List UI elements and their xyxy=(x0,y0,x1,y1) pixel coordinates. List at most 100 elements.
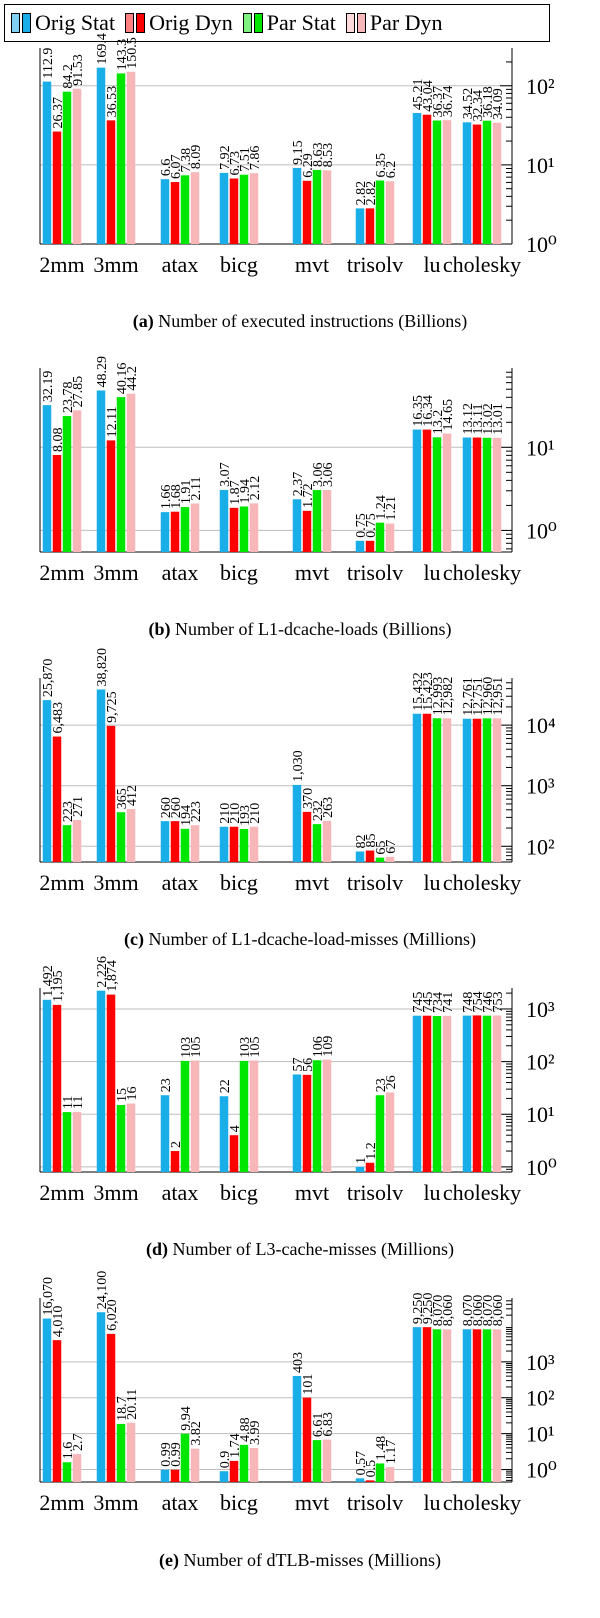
bar xyxy=(170,182,180,244)
bar xyxy=(42,405,52,552)
bar xyxy=(239,1060,249,1172)
bar-value-label: 12,951 xyxy=(491,677,506,716)
bar xyxy=(52,1004,62,1172)
bar-value-label: 101 xyxy=(301,1374,316,1395)
bar-value-label: 8,060 xyxy=(441,1295,456,1327)
bar-value-label: 18.7 xyxy=(115,1396,130,1421)
bar xyxy=(126,393,136,552)
bar-value-label: 7.92 xyxy=(218,145,233,170)
bar xyxy=(190,172,200,244)
bar-value-label: 36.74 xyxy=(441,86,456,118)
category-label: 2mm xyxy=(39,252,84,277)
bar xyxy=(116,812,126,862)
bar xyxy=(472,124,482,244)
bar xyxy=(170,1151,180,1172)
bar xyxy=(482,1015,492,1172)
bar xyxy=(302,811,312,862)
bar-value-label: 12.11 xyxy=(105,406,120,437)
bar-value-label: 15,432 xyxy=(411,672,426,711)
bar-value-label: 3.82 xyxy=(189,1421,204,1446)
bar-value-label: 11 xyxy=(71,1096,86,1109)
bar-value-label: 412 xyxy=(125,785,140,806)
category-label: bicg xyxy=(220,1180,258,1205)
bar xyxy=(170,511,180,552)
bar xyxy=(355,1166,365,1172)
bar xyxy=(492,122,502,244)
bar xyxy=(462,437,472,552)
bar-value-label: 67 xyxy=(384,840,399,854)
category-label: mvt xyxy=(295,1180,329,1205)
bar-value-label: 9,725 xyxy=(105,691,120,723)
y-tick-label: 10⁰ xyxy=(526,232,557,257)
bar-value-label: 1.91 xyxy=(179,480,194,505)
legend-swatch xyxy=(22,13,31,33)
bar xyxy=(482,437,492,552)
bar xyxy=(292,499,302,552)
bar-value-label: 2 xyxy=(169,1141,184,1148)
bar-value-label: 12,751 xyxy=(471,677,486,716)
bar xyxy=(365,1162,375,1172)
bar xyxy=(292,1074,302,1172)
bar-value-label: 8.63 xyxy=(311,142,326,167)
bar xyxy=(219,489,229,552)
bar-value-label: 1,492 xyxy=(41,965,56,997)
bar-value-label: 1.21 xyxy=(384,496,399,521)
bar xyxy=(492,437,502,552)
bar-value-label: 753 xyxy=(491,991,506,1012)
bar-value-label: 143.3 xyxy=(115,39,130,71)
bar xyxy=(292,1376,302,1482)
bar-value-label: 84.2 xyxy=(61,64,76,89)
category-label: 2mm xyxy=(39,870,84,895)
bar xyxy=(322,490,332,552)
bar xyxy=(312,1060,322,1172)
bar xyxy=(190,1448,200,1482)
bar-value-label: 11 xyxy=(61,1096,76,1109)
caption-text: Number of dTLB-misses (Millions) xyxy=(179,1550,441,1571)
bar xyxy=(472,1015,482,1172)
bar xyxy=(375,1095,385,1172)
legend-label: Par Stat xyxy=(266,10,336,35)
legend-swatch-light xyxy=(11,13,20,33)
bar xyxy=(312,824,322,862)
bar-value-label: 6.61 xyxy=(311,1413,326,1438)
bar-value-label: 0.5 xyxy=(364,1460,379,1478)
bar-value-label: 44.2 xyxy=(125,366,140,391)
bar xyxy=(422,713,432,862)
bar xyxy=(239,828,249,862)
category-label: cholesky xyxy=(443,252,521,277)
bar-value-label: 16.35 xyxy=(411,395,426,427)
y-tick-label: 10⁴ xyxy=(526,713,556,738)
bar xyxy=(442,718,452,862)
chart-caption: (b) Number of L1-dcache-loads (Billions) xyxy=(149,619,452,640)
bar xyxy=(170,1469,180,1482)
bar-value-label: 1,874 xyxy=(105,960,120,992)
category-label: mvt xyxy=(295,252,329,277)
bar xyxy=(292,167,302,244)
bar xyxy=(412,1327,422,1482)
bar xyxy=(96,67,106,244)
bar-value-label: 16.34 xyxy=(421,395,436,427)
bar-value-label: 13.02 xyxy=(481,403,496,435)
bar-value-label: 1.66 xyxy=(159,485,174,510)
bar xyxy=(355,540,365,552)
bar xyxy=(180,828,190,862)
caption-text: Number of executed instructions (Billion… xyxy=(154,311,467,332)
y-tick-label: 10² xyxy=(526,74,555,99)
category-label: 3mm xyxy=(93,1490,138,1515)
bar xyxy=(239,506,249,552)
bar xyxy=(302,1074,312,1172)
y-tick-label: 10² xyxy=(526,834,555,859)
bar-value-label: 106 xyxy=(311,1036,326,1057)
bar-value-label: 9.94 xyxy=(179,1406,194,1431)
bar xyxy=(422,114,432,245)
bar-value-label: 6.2 xyxy=(384,161,399,179)
bar-value-label: 260 xyxy=(159,797,174,818)
bar xyxy=(52,736,62,862)
bar xyxy=(62,1462,72,1482)
bar-value-label: 13.11 xyxy=(471,404,486,435)
bar xyxy=(472,718,482,862)
bar xyxy=(96,1312,106,1482)
category-label: trisolv xyxy=(347,870,403,895)
bar-value-label: 56 xyxy=(301,1058,316,1072)
bar-value-label: 1,030 xyxy=(291,750,306,782)
